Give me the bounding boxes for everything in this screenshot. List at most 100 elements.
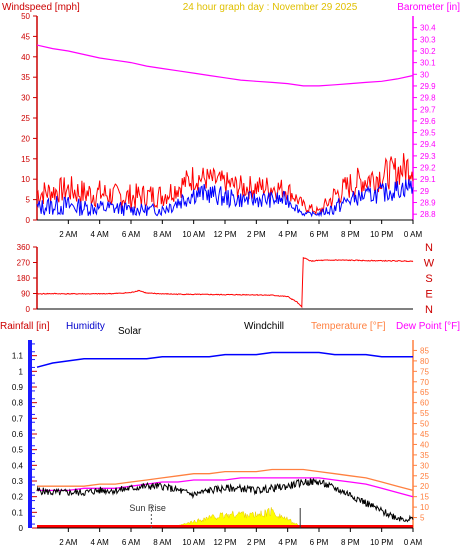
temperature-tick-label: 15 — [420, 493, 429, 502]
wind-direction-line — [36, 256, 414, 309]
temperature-tick-label: 75 — [420, 367, 429, 376]
x-tick-label: 2 AM — [59, 538, 78, 547]
barometer-tick-label: 29.6 — [420, 117, 436, 126]
rain-tick-label: 0.7 — [12, 414, 24, 423]
direction-tick-label: 90 — [21, 290, 30, 299]
rain-tick-label: 0.8 — [12, 399, 24, 408]
barometer-tick-label: 30.3 — [420, 35, 436, 44]
windspeed-axis: 0 5 10 15 20 25 30 35 40 45 50 — [21, 12, 38, 225]
rain-tick-label: 0.2 — [12, 493, 24, 502]
x-tick-label: 6 PM — [310, 538, 329, 547]
x-tick-label: 2 PM — [247, 538, 266, 547]
temperature-tick-label: 45 — [420, 430, 429, 439]
x-tick-label: 10 AM — [182, 538, 205, 547]
x-tick-label: 2 PM — [247, 230, 266, 239]
barometer-tick-label: 28.8 — [420, 210, 436, 219]
windspeed-tick-label: 0 — [26, 216, 31, 225]
barometer-tick-label: 29.3 — [420, 152, 436, 161]
temperature-tick-label: 65 — [420, 388, 429, 397]
temperature-line — [37, 468, 414, 492]
compass-label: W — [424, 258, 435, 270]
compass-label: S — [425, 273, 432, 285]
barometer-tick-label: 29.5 — [420, 129, 436, 138]
barometer-tick-label: 29.1 — [420, 175, 436, 184]
rain-humidity-axis: 0 0.1 0.2 0.3 0.4 0.5 0.6 0.7 0.8 0.9 1 1.1 — [12, 340, 37, 533]
humidity-line — [36, 351, 413, 368]
temperature-tick-label: 40 — [420, 440, 429, 449]
rain-tick-label: 0.3 — [12, 477, 24, 486]
windchill-line — [36, 477, 414, 523]
compass-label: N — [425, 242, 433, 254]
temperature-tick-label: 35 — [420, 451, 429, 460]
x-tick-label: 10 PM — [370, 230, 393, 239]
solar-label: Solar — [118, 326, 142, 337]
dewpoint-line — [37, 477, 414, 498]
x-tick-label: 12 PM — [213, 538, 236, 547]
rain-tick-label: 0.6 — [12, 430, 24, 439]
temperature-tick-label: 20 — [420, 482, 429, 491]
rain-tick-label: 1 — [19, 367, 24, 376]
windspeed-tick-label: 25 — [21, 114, 30, 123]
windspeed-label: Windspeed [mph] — [2, 2, 80, 13]
temperature-tick-label: 80 — [420, 357, 429, 366]
humidity-label: Humidity — [66, 321, 105, 332]
rain-tick-label: 0.9 — [12, 383, 24, 392]
x-tick-label: 4 AM — [91, 230, 110, 239]
direction-tick-label: 360 — [17, 243, 31, 252]
windspeed-tick-label: 10 — [21, 175, 30, 184]
barometer-tick-label: 29.2 — [420, 164, 436, 173]
direction-tick-label: 180 — [17, 274, 31, 283]
barometer-tick-label: 30 — [420, 70, 429, 79]
temperature-tick-label: 50 — [420, 420, 429, 429]
rain-tick-label: 0 — [19, 524, 24, 533]
rainfall-label: Rainfall [in] — [0, 321, 50, 332]
rainfall-bar — [37, 525, 413, 528]
barometer-label: Barometer [in] — [397, 2, 460, 13]
wind-gust-line — [36, 179, 414, 218]
barometer-tick-label: 29.8 — [420, 94, 436, 103]
x-tick-label: 12 PM — [213, 230, 236, 239]
x-tick-label: 4 PM — [278, 538, 297, 547]
x-tick-label: 6 AM — [122, 538, 141, 547]
compass-label: N — [425, 304, 433, 316]
barometer-tick-label: 28.9 — [420, 199, 436, 208]
temperature-tick-label: 10 — [420, 503, 429, 512]
x-tick-label: 0 AM — [404, 538, 423, 547]
windchill-label: Windchill — [244, 321, 284, 332]
humidity-scale-bar — [28, 340, 32, 528]
sunrise-annotation: Sun Rise — [129, 503, 166, 513]
panel3-x-axis: 2 AM 4 AM 6 AM 8 AM 10 AM 12 PM 2 PM 4 PM 6 PM 8 … — [59, 528, 422, 547]
barometer-tick-label: 30.2 — [420, 47, 436, 56]
rain-tick-label: 0.1 — [12, 508, 24, 517]
x-tick-label: 10 PM — [370, 538, 393, 547]
panel1-x-axis: 2 AM 4 AM 6 AM 8 AM 10 AM 12 PM 2 PM 4 PM 6 PM 8 … — [59, 220, 422, 239]
temperature-tick-label: 55 — [420, 409, 429, 418]
direction-axis: 0 90 180 270 360 — [17, 243, 38, 314]
temperature-tick-label: 30 — [420, 461, 429, 470]
temperature-tick-label: 85 — [420, 346, 429, 355]
graph-title: 24 hour graph day : November 29 2025 — [183, 2, 358, 13]
direction-tick-label: 0 — [26, 305, 31, 314]
rain-tick-label: 0.4 — [12, 461, 24, 470]
x-tick-label: 8 AM — [153, 230, 172, 239]
windspeed-tick-label: 20 — [21, 134, 30, 143]
windspeed-tick-label: 35 — [21, 73, 30, 82]
direction-plot — [36, 256, 414, 310]
windspeed-tick-label: 40 — [21, 53, 30, 62]
x-tick-label: 0 AM — [404, 230, 423, 239]
x-tick-label: 8 PM — [341, 230, 360, 239]
barometer-tick-label: 29.4 — [420, 140, 436, 149]
temperature-tick-label: 60 — [420, 399, 429, 408]
barometer-tick-label: 29.7 — [420, 105, 436, 114]
temperature-tick-label: 25 — [420, 472, 429, 481]
dewpoint-label: Dew Point [°F] — [396, 321, 460, 332]
x-tick-label: 10 AM — [182, 230, 205, 239]
temperature-tick-label: 5 — [420, 514, 425, 523]
windspeed-tick-label: 45 — [21, 32, 30, 41]
barometer-tick-label: 29.9 — [420, 82, 436, 91]
temperature-label: Temperature [°F] — [311, 321, 386, 332]
temperature-tick-label: 70 — [420, 378, 429, 387]
